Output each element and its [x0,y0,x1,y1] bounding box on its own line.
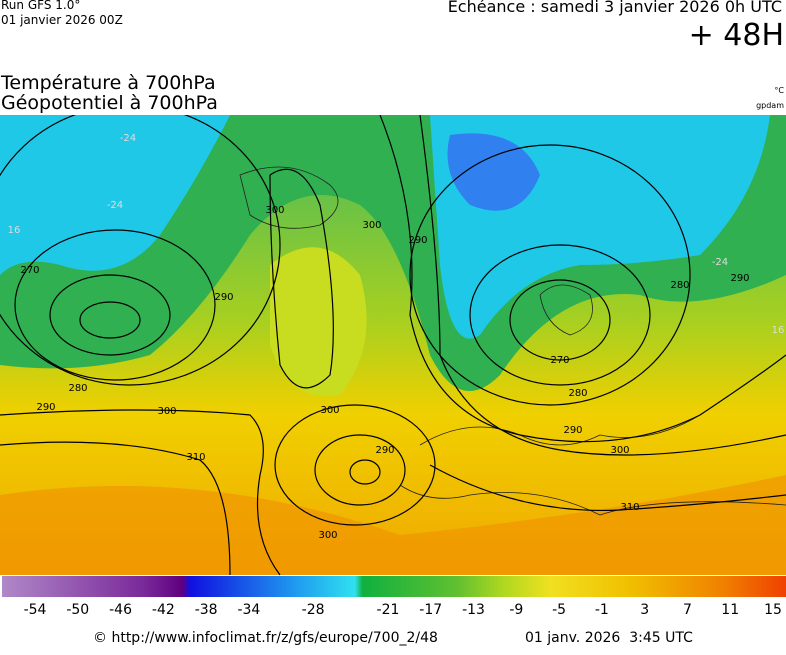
colorbar-label: -42 [152,602,175,618]
contour-label: 290 [563,425,582,436]
warm-tongue [270,247,367,397]
run-date: 01 janvier 2026 00Z [1,13,123,27]
contour-label: 300 [610,445,629,456]
colorbar-label: -28 [302,602,325,618]
title-temp: Température à 700hPa [1,72,216,94]
colorbar-label: -17 [419,602,442,618]
colorbar-label: -1 [595,602,609,618]
footer-time: 01 janv. 2026 3:45 UTC [525,630,693,646]
contour-label: 270 [550,355,569,366]
run-label: Run GFS 1.0° [1,0,81,12]
colorbar-label: 15 [764,602,782,618]
contour-label: 310 [620,502,639,513]
contour-label: 300 [362,220,381,231]
contour-label: 300 [318,530,337,541]
contour-label: 290 [730,273,749,284]
contour-label: 290 [214,292,233,303]
title-geo: Géopotentiel à 700hPa [1,92,218,114]
colorbar-label: 7 [683,602,692,618]
colorbar-labels: -54 -50 -46 -42 -38 -34 -28 -21 -17 -13 -9 -5 -1 3 7 11… [24,602,782,618]
contour-labels: 270 280 290 300 310 300 290 300 290 300 … [8,133,785,541]
colorbar-label: -13 [462,602,485,618]
map: 270 280 290 300 310 300 290 300 290 300 … [0,115,786,576]
colorbar-label: -9 [509,602,523,618]
colorbar-label: -50 [66,602,89,618]
colorbar-label: 3 [640,602,649,618]
contour-label: 300 [320,405,339,416]
colorbar-label: -54 [24,602,47,618]
temp-label: -24 [120,133,136,144]
contour-label: 280 [568,388,587,399]
temp-label: 16 [8,225,21,236]
isohypses [0,115,786,576]
colorbar-label: -5 [552,602,566,618]
contour-label: 290 [36,402,55,413]
very-cold-core [447,133,540,211]
unit-temp: °C [774,86,784,95]
unit-geo: gpdam [756,101,784,110]
contour-label: 290 [408,235,427,246]
colorbar-label: -34 [237,602,260,618]
colorbar-label: 11 [721,602,739,618]
temp-label: -24 [712,257,728,268]
colorbar-label: -46 [109,602,132,618]
contour-label: 300 [265,205,284,216]
contour-label: 310 [186,452,205,463]
contour-label: 270 [20,265,39,276]
lead-time: + 48H [688,18,784,53]
echeance: Echéance : samedi 3 janvier 2026 0h UTC [447,0,782,16]
colorbar [2,576,786,597]
temp-label: 16 [772,325,785,336]
contour-label: 290 [375,445,394,456]
coastline [239,166,786,516]
contour-label: 300 [157,406,176,417]
temp-label: -24 [107,200,123,211]
contour-label: 280 [68,383,87,394]
colorbar-label: -21 [377,602,400,618]
colorbar-label: -38 [195,602,218,618]
footer-url: © http://www.infoclimat.fr/z/gfs/europe/… [93,630,438,646]
cold-air-west [0,115,230,275]
warm-south [0,475,786,575]
contour-label: 280 [670,280,689,291]
